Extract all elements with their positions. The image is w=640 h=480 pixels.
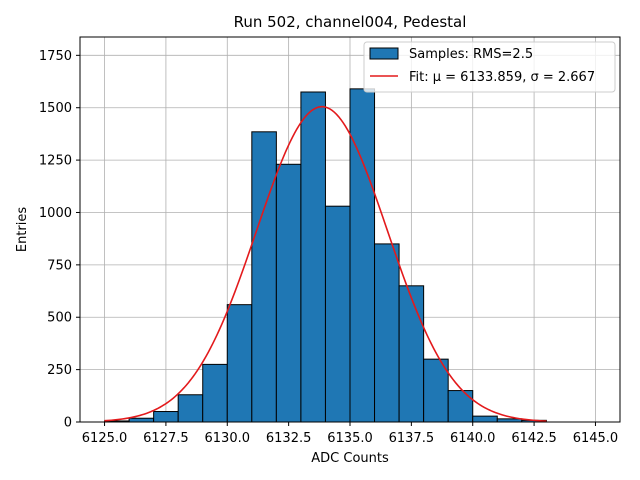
- histogram-bar: [251, 131, 277, 423]
- histogram-bar: [153, 411, 179, 423]
- legend-samples-label: Samples: RMS=2.5: [409, 47, 533, 62]
- chart-title: Run 502, channel004, Pedestal: [234, 13, 467, 31]
- x-tick-label: 6137.5: [389, 431, 435, 446]
- y-tick-label: 1250: [39, 154, 72, 169]
- histogram-bar: [128, 417, 155, 423]
- legend-fit-label: Fit: μ = 6133.859, σ = 2.667: [409, 70, 595, 85]
- y-tick-label: 500: [47, 311, 72, 326]
- legend-samples-swatch: [369, 47, 399, 60]
- x-tick-label: 6140.0: [450, 431, 496, 446]
- histogram-bar: [398, 285, 425, 423]
- y-tick-label: 0: [64, 416, 72, 431]
- x-tick-label: 6145.0: [573, 431, 619, 446]
- histogram-bar: [177, 394, 204, 423]
- y-tick-label: 750: [47, 258, 72, 273]
- y-tick-label: 1000: [39, 206, 72, 221]
- histogram-bar: [349, 88, 376, 423]
- x-tick-label: 6127.5: [143, 431, 189, 446]
- legend: Samples: RMS=2.5 Fit: μ = 6133.859, σ = …: [363, 41, 616, 93]
- x-tick-label: 6130.0: [205, 431, 251, 446]
- histogram-bars: [104, 88, 547, 423]
- y-tick-label: 1500: [39, 101, 72, 116]
- histogram-bar: [226, 304, 253, 423]
- histogram-bar: [300, 91, 326, 423]
- histogram-bar: [447, 390, 474, 423]
- legend-frame: [363, 41, 616, 93]
- x-tick-label: 6135.0: [327, 431, 373, 446]
- x-tick-label: 6125.0: [82, 431, 128, 446]
- x-tick-label: 6142.5: [511, 431, 557, 446]
- histogram-bar: [275, 163, 302, 423]
- histogram-bar: [202, 363, 228, 423]
- x-axis-ticks: 6125.0 6127.5 6130.0 6132.5 6135.0 6137.5 6140…: [82, 422, 618, 446]
- histogram-bar: [472, 415, 498, 423]
- x-axis-label: ADC Counts: [311, 451, 389, 466]
- y-axis-ticks: 0 250 500 750 1000 1250 1500 1750: [39, 49, 80, 431]
- histogram-bar: [324, 205, 351, 423]
- y-tick-label: 1750: [39, 49, 72, 64]
- gaussian-fit-curve: [104, 105, 547, 422]
- x-tick-label: 6132.5: [266, 431, 312, 446]
- y-axis-label: Entries: [15, 207, 30, 253]
- histogram-bar: [374, 243, 400, 423]
- y-tick-label: 250: [47, 363, 72, 378]
